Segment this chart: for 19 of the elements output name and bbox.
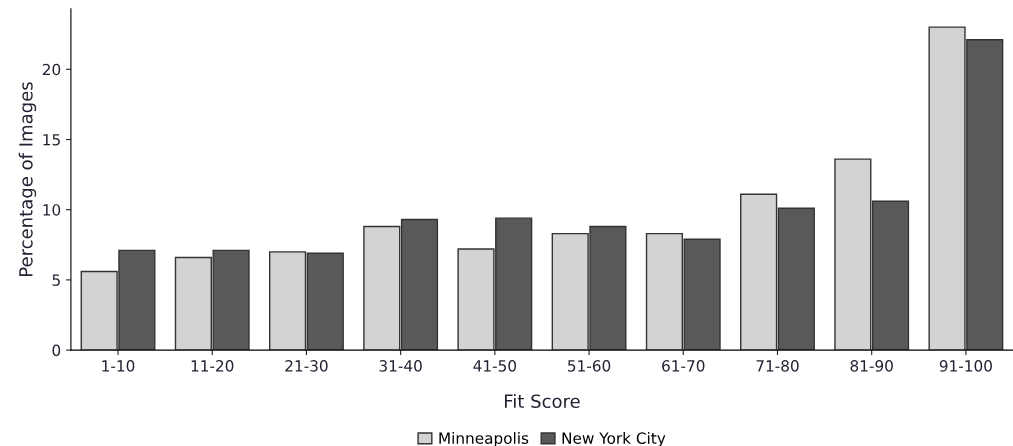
legend-label: Minneapolis [439, 432, 529, 446]
x-tick-label: 41-50 [473, 360, 517, 372]
y-tick-label: 10 [43, 204, 61, 216]
x-tick-label: 1-10 [102, 360, 135, 372]
y-tick-label: 15 [43, 134, 60, 146]
x-tick-label: 81-90 [850, 360, 893, 372]
x-tick-label: 11-20 [191, 360, 234, 372]
y-tick-label: 0 [52, 344, 61, 357]
x-tick-label: 31-40 [379, 360, 422, 372]
x-tick-label: 21-30 [285, 360, 328, 372]
x-tick-label: 91-100 [939, 360, 992, 372]
legend-label: New York City [562, 432, 666, 446]
y-tick-label: 5 [52, 274, 60, 286]
x-tick-label: 61-70 [662, 360, 705, 372]
y-tick-label: 20 [42, 63, 61, 76]
x-axis-title: Fit Score [504, 394, 580, 409]
x-tick-label: 71-80 [756, 360, 799, 372]
x-tick-label: 51-60 [568, 360, 611, 372]
y-axis-title: Percentage of Images [18, 82, 37, 276]
